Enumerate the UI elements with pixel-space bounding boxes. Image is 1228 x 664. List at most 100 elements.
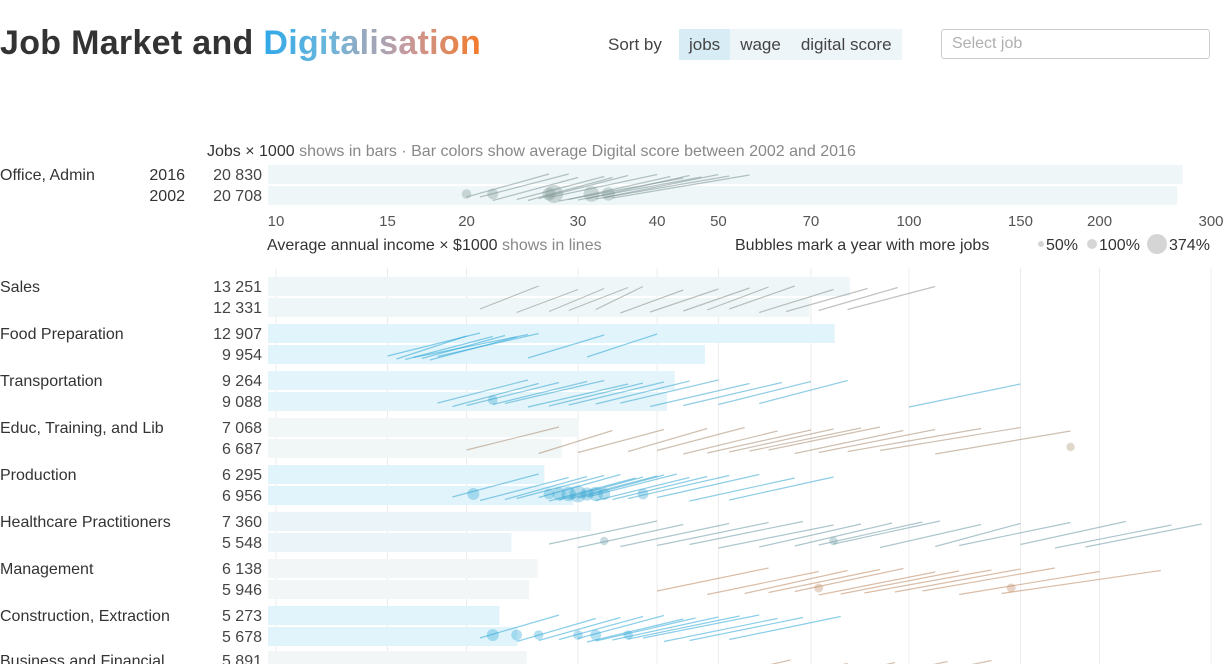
income-line <box>689 520 804 546</box>
bar-2016 <box>268 277 850 296</box>
bar-2002 <box>268 186 1178 205</box>
income-line <box>548 382 644 407</box>
income-line <box>683 430 778 455</box>
income-line <box>516 288 579 314</box>
income-line <box>650 382 750 408</box>
income-line <box>759 288 834 314</box>
income-line <box>479 614 560 639</box>
bar-2002 <box>268 439 562 458</box>
income-line <box>612 616 719 641</box>
jobs-2002-value: 12 331 <box>213 300 262 317</box>
income-line <box>548 287 605 313</box>
income-line <box>586 473 678 498</box>
category-label: Food Preparation <box>0 326 124 343</box>
income-line <box>786 287 868 313</box>
income-line <box>879 426 1021 452</box>
income-line <box>707 429 812 454</box>
axis-tick-label: 40 <box>649 213 666 230</box>
income-line <box>818 571 936 596</box>
legend-bubble-text: Bubbles mark a year with more jobs <box>735 237 989 254</box>
income-line <box>452 382 539 408</box>
jobs-2002-value: 5 946 <box>222 582 262 599</box>
bar-2016 <box>268 465 545 484</box>
income-line <box>538 429 613 455</box>
income-line <box>744 569 848 595</box>
income-line <box>689 616 804 642</box>
income-line <box>437 379 529 404</box>
income-line <box>568 475 658 500</box>
income-line <box>683 287 750 312</box>
year-bubble <box>623 630 633 640</box>
income-line <box>620 379 719 404</box>
legend-bubble <box>1038 241 1044 247</box>
income-line <box>794 522 893 547</box>
income-line <box>577 474 665 499</box>
year-bubble <box>561 486 576 502</box>
income-line <box>548 520 658 545</box>
income-line <box>568 381 665 406</box>
income-line <box>527 176 613 202</box>
year-bubble <box>1006 583 1016 593</box>
bar-2016 <box>268 418 579 437</box>
year-label-2016: 2016 <box>149 167 185 184</box>
income-line <box>718 380 812 406</box>
income-line <box>663 617 778 643</box>
legend-jobs-text: Jobs × 1000 shows in bars · Bar colors s… <box>207 143 856 160</box>
income-line <box>656 521 769 547</box>
jobs-2002-value: 9 088 <box>222 394 262 411</box>
income-line <box>879 523 982 549</box>
jobs-2016-value: 7 068 <box>222 420 262 437</box>
income-line <box>538 473 621 499</box>
income-line <box>818 521 923 546</box>
year-bubble <box>569 485 587 503</box>
income-line <box>620 289 684 314</box>
year-bubble <box>542 187 556 201</box>
income-line <box>548 173 658 199</box>
year-bubble <box>598 488 611 500</box>
income-line <box>689 477 795 502</box>
axis-tick-label: 50 <box>710 213 727 230</box>
bar-2016 <box>268 651 527 664</box>
year-bubble <box>829 536 838 546</box>
year-label-2002: 2002 <box>149 188 185 205</box>
income-line <box>656 426 745 452</box>
jobs-2016-value: 6 138 <box>222 561 262 578</box>
sort-button-group: jobs wage digital score <box>679 29 902 60</box>
bar-2016 <box>268 606 500 625</box>
category-label: Production <box>0 467 77 484</box>
sort-digital-score-button[interactable]: digital score <box>790 29 902 60</box>
bar-2002 <box>268 580 530 599</box>
income-line <box>492 176 579 202</box>
income-line <box>620 522 730 548</box>
income-line <box>466 426 560 451</box>
year-bubble <box>552 487 566 501</box>
income-line <box>847 285 936 311</box>
sort-wage-button[interactable]: wage <box>730 29 791 60</box>
category-label: Sales <box>0 279 40 296</box>
axis-tick-label: 30 <box>570 213 587 230</box>
year-bubble <box>543 488 555 500</box>
select-job-input[interactable] <box>941 29 1210 59</box>
year-bubble <box>545 185 564 203</box>
income-line <box>935 430 1071 455</box>
income-line <box>794 567 904 593</box>
income-line <box>628 615 740 640</box>
income-line <box>548 477 636 502</box>
income-line <box>729 615 841 641</box>
income-line <box>568 286 629 312</box>
legend-bubble-label: 50% <box>1046 237 1078 254</box>
income-line <box>759 379 848 405</box>
income-line <box>595 617 696 642</box>
jobs-2016-value: 20 830 <box>213 167 262 184</box>
page-title: Job Market and Digitalisation <box>0 24 481 63</box>
bar-2016 <box>268 324 835 343</box>
bar-2016 <box>268 512 592 531</box>
income-line <box>595 285 644 311</box>
income-line <box>429 336 517 361</box>
axis-tick-label: 70 <box>803 213 820 230</box>
sort-jobs-button[interactable]: jobs <box>679 29 731 60</box>
income-line <box>466 173 550 198</box>
income-line <box>922 567 1055 592</box>
jobs-2002-value: 6 687 <box>222 441 262 458</box>
income-line <box>707 286 769 311</box>
